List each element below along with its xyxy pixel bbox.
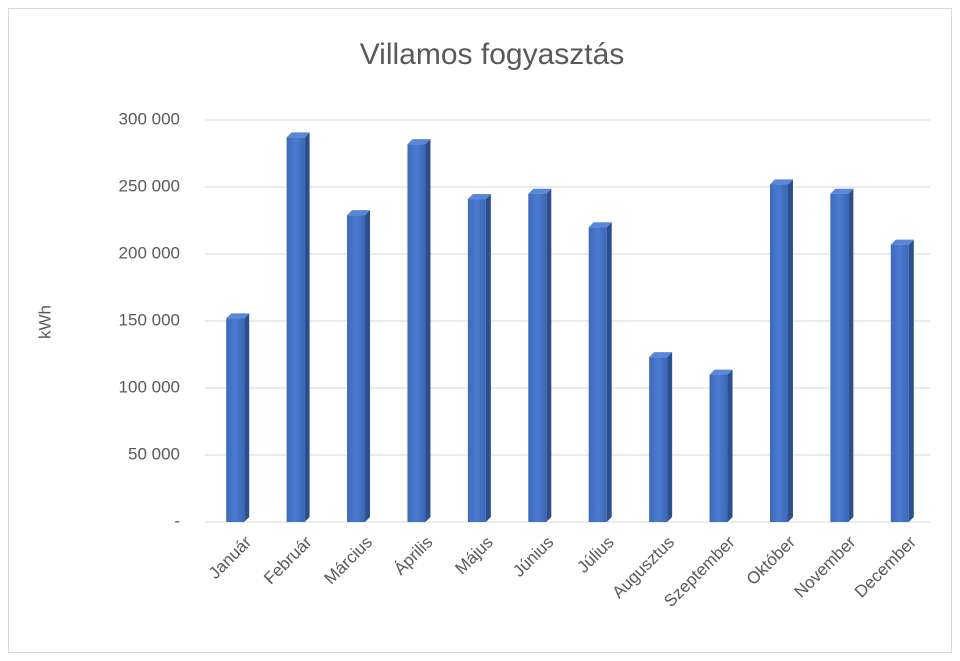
- bar-top: [830, 188, 854, 194]
- bar: [588, 227, 607, 522]
- bar-side: [606, 222, 612, 522]
- bar-top: [649, 352, 673, 358]
- y-tick-label: 300 000: [119, 109, 180, 128]
- y-tick-label: 250 000: [119, 176, 180, 195]
- y-tick-label: 50 000: [128, 444, 180, 463]
- bar-side: [244, 313, 250, 522]
- bar-side: [787, 179, 793, 522]
- bar: [286, 137, 305, 523]
- y-tick-label: -: [174, 511, 180, 530]
- bar: [769, 184, 788, 522]
- bar-side: [365, 210, 371, 522]
- bar: [226, 318, 245, 522]
- bar-top: [347, 210, 371, 216]
- bar-side: [485, 194, 491, 522]
- y-tick-label: 200 000: [119, 243, 180, 262]
- bar: [347, 215, 366, 522]
- chart-title: Villamos fogyasztás: [360, 38, 625, 71]
- bar: [649, 357, 668, 522]
- bar-top: [709, 369, 733, 375]
- y-axis-label: kWh: [35, 305, 54, 339]
- bar-top: [226, 313, 250, 319]
- bar-side: [425, 139, 431, 522]
- bar: [709, 374, 728, 522]
- bar: [467, 199, 486, 522]
- bar-top: [407, 139, 431, 145]
- bar-side: [848, 188, 854, 522]
- bar: [830, 193, 849, 522]
- bar-top: [528, 188, 552, 194]
- bar-side: [908, 239, 914, 522]
- bar-side: [546, 188, 552, 522]
- bar-top: [769, 179, 793, 185]
- bar: [528, 193, 547, 522]
- y-tick-label: 150 000: [119, 310, 180, 329]
- bar-side: [304, 132, 310, 523]
- bar-top: [890, 239, 914, 245]
- bar: [890, 244, 909, 522]
- bar-top: [467, 194, 491, 200]
- bar-side: [727, 369, 733, 522]
- bar-top: [588, 222, 612, 228]
- bar-top: [286, 132, 310, 138]
- y-tick-label: 100 000: [119, 377, 180, 396]
- bar: [407, 144, 426, 522]
- bar-side: [667, 352, 673, 522]
